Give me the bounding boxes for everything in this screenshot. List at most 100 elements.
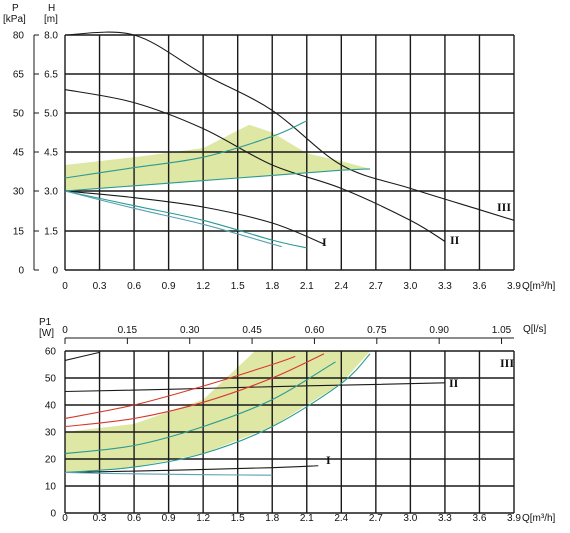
power-curve-unnamed-5 (65, 361, 336, 455)
head-tick-8-0: 8.0 (44, 31, 58, 42)
power-axis-symbol: P1 (39, 317, 52, 328)
flow-tick-top-3-0: 3.0 (403, 281, 417, 292)
flow-tick-bottom-2-7: 2.7 (369, 513, 383, 524)
power-curve-label-I: I (326, 453, 331, 467)
power-tick-40: 40 (45, 401, 57, 412)
power-tick-30: 30 (45, 428, 57, 439)
flow-tick-top-2-7: 2.7 (369, 281, 383, 292)
flow-tick-top-3-9: 3.9 (507, 281, 521, 292)
litres-per-second-axis-label: Q[l/s] (523, 324, 547, 335)
power-curve-unnamed-6 (65, 353, 371, 474)
flow-tick-top-2-1: 2.1 (300, 281, 314, 292)
head-tick-4-5: 4.5 (44, 148, 58, 159)
power-curve-label-II: II (449, 376, 459, 390)
power-curve-II (65, 382, 445, 393)
power-curve-unnamed-3 (65, 355, 296, 420)
power-curve-unnamed-4 (65, 353, 325, 428)
power-curve-III (65, 351, 100, 361)
head-tick-1-5: 1.5 (44, 227, 58, 238)
head-axis-symbol: H (48, 3, 55, 14)
power-tick-60: 60 (45, 347, 57, 358)
flow-tick-bottom-3-3: 3.3 (438, 513, 452, 524)
head-curve-unnamed-3 (64, 190, 307, 249)
flow-axis-label-top-chart: Q[m³/h] (522, 281, 556, 292)
curve-label-I: I (322, 235, 327, 249)
pressure-tick-30: 30 (13, 187, 25, 198)
pressure-tick-15: 15 (13, 227, 25, 238)
head-chart-series (64, 31, 515, 249)
flow-tick-top-3-6: 3.6 (473, 281, 487, 292)
lps-tick-0: 0 (62, 325, 68, 336)
head-curve-unnamed-4 (64, 190, 282, 248)
head-tick-3-0: 3.0 (44, 187, 58, 198)
lps-tick-1-05: 1.05 (492, 325, 512, 336)
pressure-tick-0: 0 (18, 266, 24, 277)
pressure-tick-80: 80 (13, 31, 25, 42)
head-curve-unnamed-5 (64, 120, 307, 179)
pressure-axis-unit: [kPa] (3, 14, 26, 25)
pressure-tick-65: 65 (13, 70, 25, 81)
power-chart-grid (64, 350, 515, 514)
flow-tick-top-0-9: 0.9 (162, 281, 176, 292)
litres-per-second-ticks: 0 0.15 0.30 0.45 0.60 0.75 0.90 1.05 (62, 325, 512, 344)
flow-tick-top-1-5: 1.5 (231, 281, 245, 292)
pressure-axis-symbol: P (12, 3, 19, 14)
head-curve-I (64, 190, 325, 245)
flow-tick-bottom-1-5: 1.5 (231, 513, 245, 524)
power-chart: 0 0.15 0.30 0.45 0.60 0.75 0.90 1.05 0102030405… (39, 317, 556, 524)
lps-tick-0-60: 0.60 (305, 325, 325, 336)
flow-tick-bottom-3-0: 3.0 (403, 513, 417, 524)
power-chart-series (65, 351, 445, 476)
operating-range-shade (65, 124, 371, 191)
flow-tick-top-0-3: 0.3 (93, 281, 107, 292)
flow-tick-bottom-0-3: 0.3 (93, 513, 107, 524)
flow-tick-bottom-0: 0 (62, 513, 68, 524)
flow-tick-top-2-4: 2.4 (334, 281, 348, 292)
flow-tick-top-0-6: 0.6 (127, 281, 141, 292)
lps-tick-0-45: 0.45 (242, 325, 262, 336)
head-tick-0: 0 (52, 266, 58, 277)
head-curve-unnamed-6 (64, 168, 371, 192)
pressure-tick-50: 50 (13, 109, 25, 120)
head-chart: 0 15 30 45 50 65 80 0 1.5 3.0 4.5 5.0 6.5 8.0 0 0.3 0.… (3, 3, 556, 292)
pressure-tick-labels: 0 15 30 45 50 65 80 (13, 31, 39, 277)
power-tick-labels: 0 10 20 30 40 50 60 (45, 347, 57, 520)
lps-tick-0-30: 0.30 (180, 325, 200, 336)
head-curve-II (64, 89, 446, 242)
flow-tick-bottom-0-9: 0.9 (162, 513, 176, 524)
head-tick-6-5: 6.5 (44, 70, 58, 81)
flow-tick-top-1-2: 1.2 (196, 281, 210, 292)
pressure-tick-45: 45 (13, 148, 25, 159)
head-axis-unit: [m] (44, 14, 58, 25)
flow-tick-labels-bottom-chart: 0 0.3 0.6 0.9 1.2 1.5 1.8 2.1 2.4 2.7 3.0 3.3 3.6 3.9 (62, 513, 521, 524)
power-curve-I (65, 465, 319, 474)
power-operating-range-shade (65, 351, 371, 473)
flow-tick-top-3-3: 3.3 (438, 281, 452, 292)
power-tick-50: 50 (45, 374, 57, 385)
flow-tick-bottom-1-8: 1.8 (265, 513, 279, 524)
flow-tick-bottom-1-2: 1.2 (196, 513, 210, 524)
flow-tick-bottom-2-1: 2.1 (300, 513, 314, 524)
flow-tick-top-0: 0 (62, 281, 68, 292)
power-curve-label-III: III (500, 356, 514, 370)
head-tick-5-0: 5.0 (44, 109, 58, 120)
power-tick-0: 0 (50, 509, 56, 520)
lps-tick-0-75: 0.75 (367, 325, 387, 336)
power-tick-20: 20 (45, 455, 57, 466)
lps-tick-0-15: 0.15 (118, 325, 138, 336)
flow-tick-bottom-3-6: 3.6 (473, 513, 487, 524)
flow-tick-top-1-8: 1.8 (265, 281, 279, 292)
curve-label-II: II (450, 233, 460, 247)
head-tick-labels: 0 1.5 3.0 4.5 5.0 6.5 8.0 (44, 31, 58, 277)
lps-tick-0-90: 0.90 (429, 325, 449, 336)
head-curve-III (64, 31, 515, 221)
flow-tick-bottom-0-6: 0.6 (127, 513, 141, 524)
flow-axis-label-bottom-chart: Q[m³/h] (522, 513, 556, 524)
curve-label-III: III (497, 200, 511, 214)
power-curve-unnamed-7 (65, 471, 273, 476)
flow-tick-bottom-3-9: 3.9 (507, 513, 521, 524)
power-tick-10: 10 (45, 482, 57, 493)
flow-tick-bottom-2-4: 2.4 (334, 513, 348, 524)
